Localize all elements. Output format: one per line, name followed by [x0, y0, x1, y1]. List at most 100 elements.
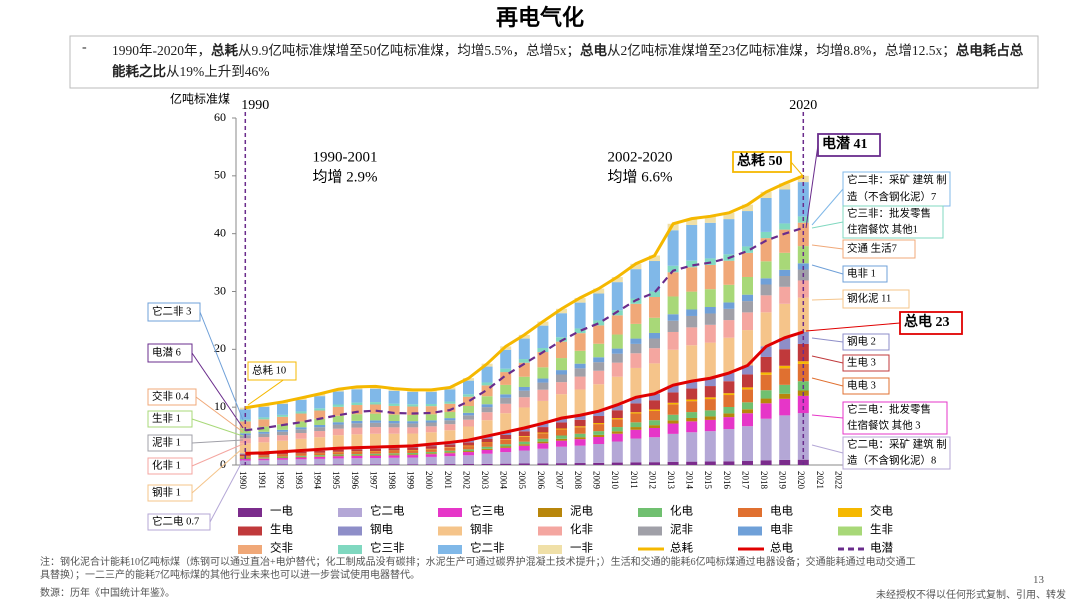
bar-segment	[444, 464, 456, 465]
bar-segment	[277, 440, 288, 452]
bar-segment	[667, 385, 679, 393]
bar-segment	[649, 296, 660, 318]
bar-segment	[723, 260, 735, 285]
bar-segment	[258, 406, 270, 418]
bar-segment	[332, 415, 344, 423]
bar-segment	[425, 456, 437, 465]
copyright: 未经授权不得以任何形式复制、引用、转发	[876, 590, 1066, 601]
bar-segment	[332, 391, 344, 405]
bar-segment	[537, 463, 549, 465]
annotation-box	[147, 388, 197, 406]
bar-segment	[760, 284, 772, 296]
legend-label: 钢电	[370, 523, 393, 536]
bar-segment	[574, 302, 586, 329]
bar-segment	[649, 348, 660, 364]
bar-segment	[314, 458, 326, 465]
legend-label: 交电	[870, 504, 893, 518]
bar-segment	[723, 406, 735, 414]
bar-segment	[314, 408, 326, 411]
annotation-box	[899, 311, 963, 335]
leader-line	[811, 337, 844, 343]
bar-segment	[611, 462, 623, 465]
legend-swatch	[338, 508, 362, 517]
bar-segment	[760, 238, 772, 262]
bar-segment	[667, 423, 679, 434]
bar-segment	[704, 419, 716, 432]
legend-swatch	[638, 508, 662, 517]
bar-segment	[444, 450, 456, 453]
bar-segment	[388, 450, 400, 454]
annotation-text: 生非 1	[152, 411, 181, 424]
bar-segment	[611, 353, 623, 363]
bar-segment	[704, 416, 716, 420]
bar-segment	[556, 358, 567, 371]
bar-segment	[667, 414, 679, 421]
bar-segment	[518, 390, 530, 398]
bar-segment	[742, 387, 753, 390]
bar-segment	[723, 284, 735, 303]
bar-segment	[704, 399, 716, 411]
bar-segment	[704, 410, 716, 417]
bar-segment	[686, 417, 698, 422]
bar-segment	[518, 436, 530, 442]
bar-segment	[370, 413, 381, 421]
period-note: 1990-2001	[313, 149, 378, 165]
bar-segment	[611, 418, 623, 420]
legend-swatch	[738, 508, 762, 517]
bar-segment	[407, 406, 419, 415]
bar-segment	[388, 405, 400, 415]
bar-segment	[295, 455, 307, 457]
bar-segment	[649, 363, 660, 394]
bar-segment	[407, 452, 419, 455]
bar-segment	[556, 341, 567, 359]
bar-segment	[779, 349, 791, 366]
annotation-text: 电电 3	[847, 378, 876, 391]
bar-segment	[704, 289, 716, 307]
y-tick-label: 50	[214, 168, 226, 182]
bar-segment	[370, 404, 381, 414]
bar-segment	[463, 415, 474, 420]
bar-segment	[370, 455, 381, 459]
leader-line	[811, 298, 844, 301]
bar-segment	[444, 430, 456, 443]
annotation-box	[842, 401, 948, 435]
bar-segment	[500, 413, 512, 433]
legend-swatch	[538, 545, 562, 554]
bar-segment	[667, 296, 679, 315]
bar-segment	[370, 433, 381, 448]
bar-segment	[593, 411, 605, 417]
bar-segment	[351, 423, 363, 428]
x-tick-label: 1997	[368, 471, 378, 490]
x-tick-label: 2003	[480, 471, 490, 490]
bar-segment	[686, 388, 698, 400]
annotation-box	[842, 354, 890, 372]
bar-segment	[388, 403, 400, 406]
bar-segment	[667, 223, 679, 231]
bar-segment	[593, 431, 605, 435]
header-segment: 从19%上升到46%	[166, 64, 270, 79]
annotation-text: 总耗 10	[252, 363, 286, 376]
bar-segment	[779, 286, 791, 304]
leader-line	[811, 188, 844, 226]
bar-segment	[314, 418, 326, 425]
annotation-text: 它三非：批发零售	[847, 206, 931, 219]
bar-segment	[277, 464, 288, 465]
bar-segment	[742, 252, 753, 277]
bar-segment	[649, 462, 660, 465]
bar-segment	[649, 427, 660, 438]
y-tick-label: 40	[214, 225, 226, 239]
bar-segment	[258, 455, 270, 458]
bar-segment	[779, 223, 791, 230]
bar-segment	[258, 437, 270, 443]
bar-segment	[686, 260, 698, 268]
x-tick-label: 2009	[592, 471, 602, 490]
footnote: 注：钢化泥合计能耗10亿吨标煤（炼钢可以通过直冶+电炉替代；化工制成品没有碳排；…	[40, 557, 916, 581]
bar-segment	[407, 450, 419, 453]
x-tick-label: 1994	[313, 471, 323, 490]
bar-segment	[277, 416, 288, 425]
bar-segment	[667, 433, 679, 462]
bar-segment	[537, 432, 549, 434]
bar-segment	[649, 393, 660, 401]
bar-segment	[351, 451, 363, 455]
bar-segment	[444, 452, 456, 454]
